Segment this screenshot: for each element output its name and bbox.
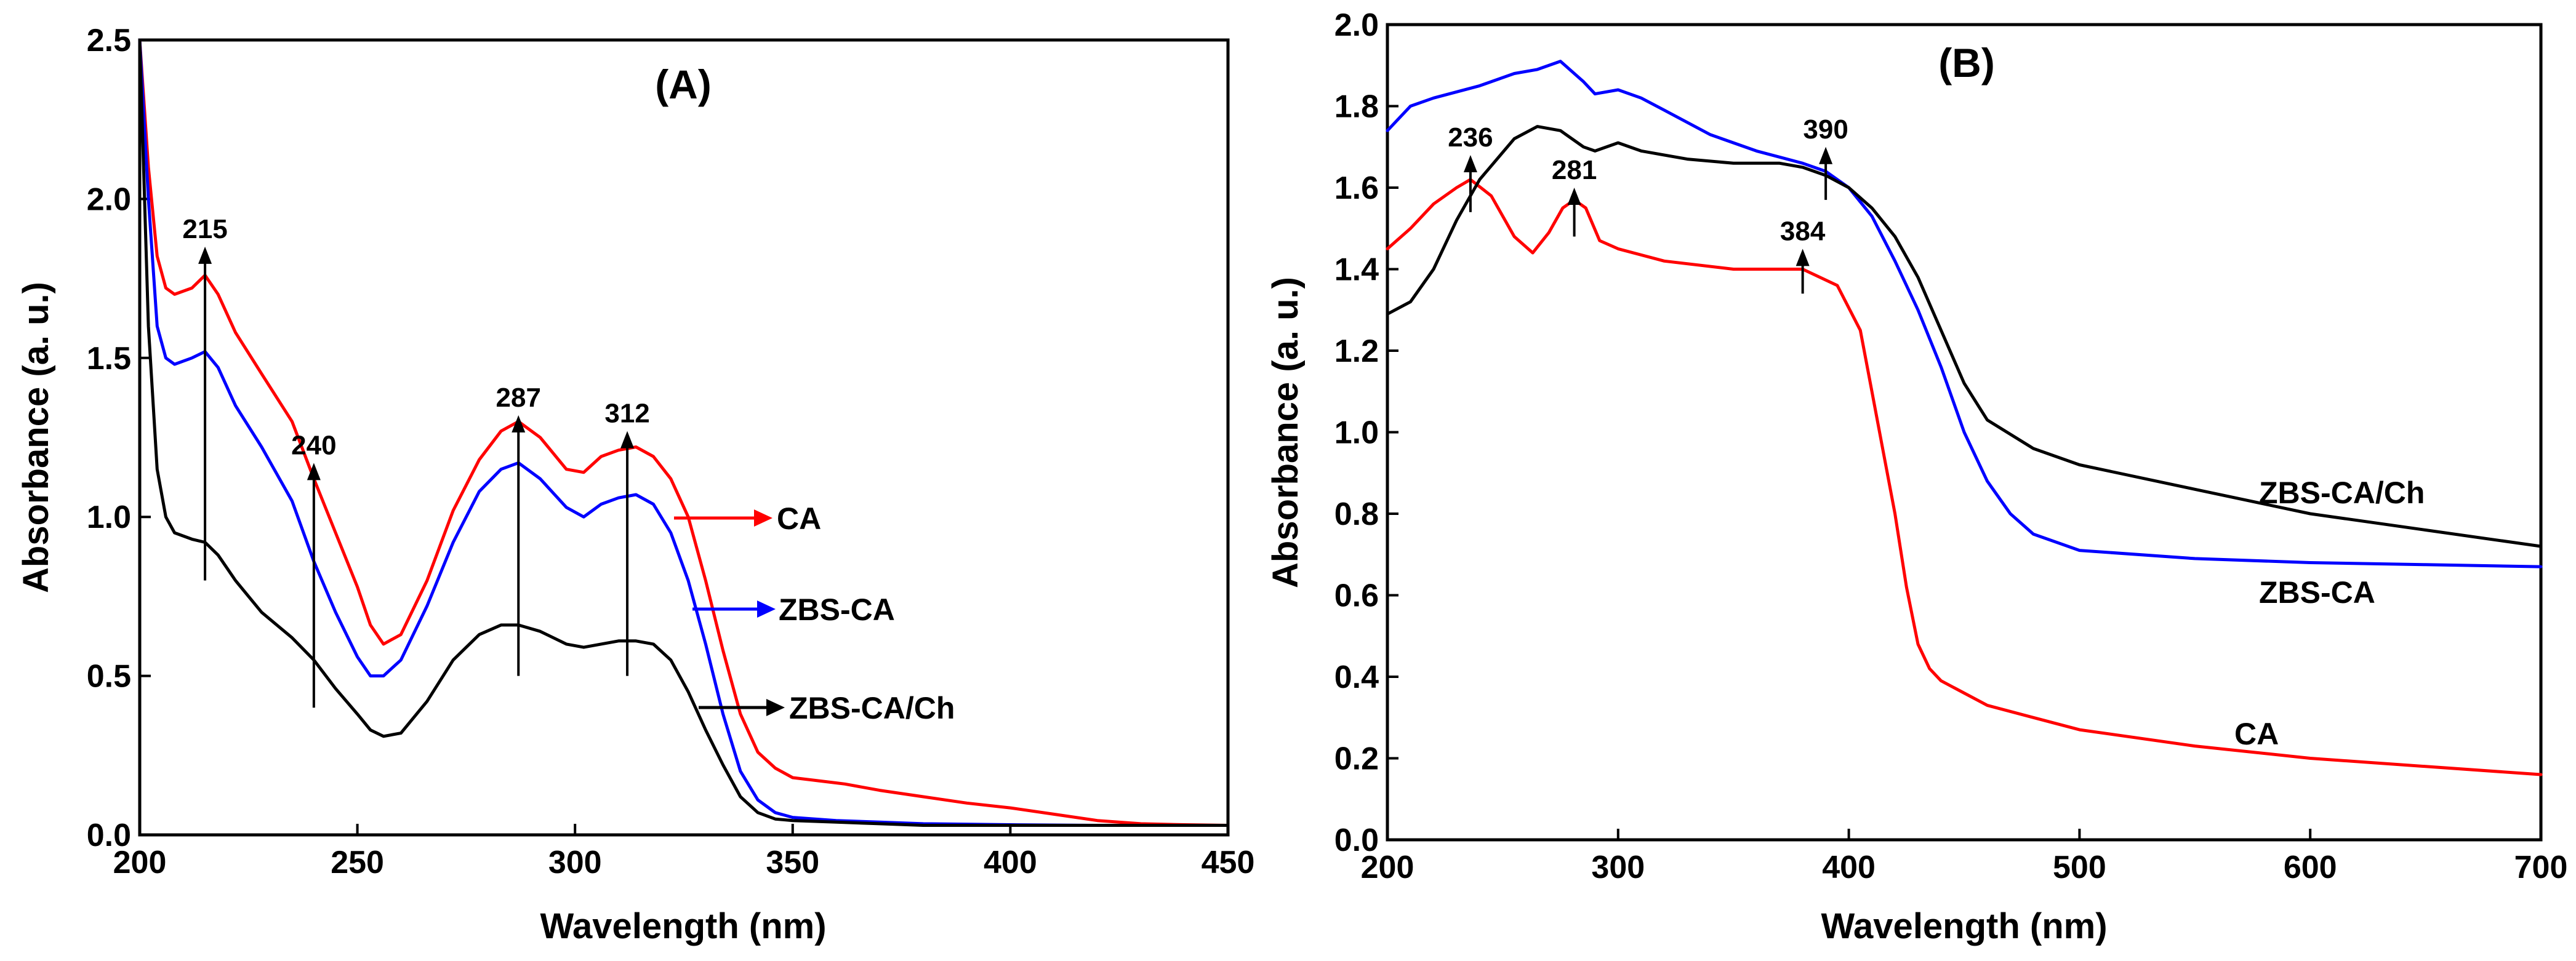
x-tick-label-b-200: 200 [1361, 850, 1414, 885]
y-tick-label-b-7: 1.4 [1334, 252, 1379, 288]
legend-label-zbs-ca-a: ZBS-CA [779, 592, 895, 627]
x-tick-label-a-350: 350 [766, 845, 819, 880]
annotation-arrowhead-b-281 [1567, 188, 1581, 205]
x-tick-label-a-450: 450 [1202, 845, 1255, 880]
series-line-b-ca [1386, 178, 2543, 776]
x-tick-label-b-400: 400 [1822, 850, 1876, 885]
annotations-b: 236 281 384 390 [1448, 114, 1848, 294]
y-tick-label-a-0: 0.0 [87, 818, 131, 853]
series-line-b-zbs-ca-ch [1386, 125, 2543, 548]
y-axis-label-a: Absorbance (a. u.) [16, 282, 56, 593]
annotation-label-b-384: 384 [1780, 216, 1826, 246]
legend-label-zbs-ca-ch-a: ZBS-CA/Ch [789, 691, 955, 725]
y-tick-label-b-9: 1.8 [1334, 89, 1379, 125]
annotation-label-a-287: 287 [496, 383, 541, 413]
title-a: (A) [655, 62, 712, 107]
y-tick-label-b-2: 0.4 [1334, 660, 1379, 695]
annotation-label-b-281: 281 [1552, 155, 1597, 185]
legend-label-ca-a: CA [777, 501, 821, 536]
y-tick-label-a-1: 0.5 [87, 659, 131, 695]
series-b [1386, 60, 2543, 776]
x-tick-label-b-300: 300 [1591, 850, 1645, 885]
annotation-arrowhead-a-215 [198, 246, 212, 264]
legend-a: CA ZBS-CA ZBS-CA/Ch [674, 501, 955, 725]
x-tick-label-b-500: 500 [2053, 850, 2106, 885]
annotation-arrowhead-a-240 [307, 463, 321, 480]
annotation-arrowhead-a-312 [620, 431, 635, 449]
y-tick-label-b-0: 0.0 [1334, 823, 1379, 858]
annotation-label-b-236: 236 [1448, 122, 1493, 153]
title-b: (B) [1938, 40, 1995, 86]
panel-a: (A) Wavelength (nm) Absorbance (a. u.) 2… [16, 23, 1254, 946]
legend-arrowhead-zbs-ca-a [757, 600, 776, 618]
y-tick-label-b-10: 2.0 [1334, 7, 1379, 43]
annotation-arrowhead-b-384 [1796, 249, 1810, 266]
panel-b: (B) Wavelength (nm) Absorbance (a. u.) 2… [1266, 7, 2567, 946]
annotation-arrowhead-a-287 [512, 415, 526, 433]
annotation-label-b-390: 390 [1803, 114, 1848, 145]
y-tick-label-b-5: 1.0 [1334, 415, 1379, 451]
y-tick-label-b-6: 1.2 [1334, 333, 1379, 369]
annotation-label-a-312: 312 [604, 399, 649, 429]
x-axis-label-b: Wavelength (nm) [1821, 906, 2107, 946]
y-tick-label-a-3: 1.5 [87, 341, 131, 377]
legend-label-zbs-ca-ch-b: ZBS-CA/Ch [2259, 476, 2425, 510]
legend-b: ZBS-CA/Ch ZBS-CA CA [2234, 476, 2425, 751]
x-tick-label-a-250: 250 [331, 845, 384, 880]
legend-arrowhead-ca-a [754, 509, 772, 527]
series-line-b-zbs-ca [1386, 60, 2543, 568]
legend-arrowhead-zbs-ca-ch-a [766, 699, 785, 716]
annotation-label-a-240: 240 [291, 430, 336, 460]
y-axis-label-b: Absorbance (a. u.) [1266, 277, 1306, 588]
annotation-arrowhead-b-236 [1463, 155, 1477, 172]
plot-frame-a [138, 38, 1230, 837]
legend-label-ca-b: CA [2234, 717, 2279, 751]
y-tick-label-a-2: 1.0 [87, 500, 131, 535]
y-tick-label-b-1: 0.2 [1334, 741, 1379, 777]
x-axis-label-a: Wavelength (nm) [540, 906, 826, 946]
x-tick-label-a-200: 200 [113, 845, 167, 880]
y-tick-label-a-4: 2.0 [87, 181, 131, 217]
y-tick-label-b-3: 0.6 [1334, 578, 1379, 614]
x-tick-label-b-600: 600 [2284, 850, 2337, 885]
series-line-a-ca [138, 38, 1230, 827]
x-tick-label-a-300: 300 [548, 845, 602, 880]
y-tick-label-a-5: 2.5 [87, 23, 131, 58]
legend-label-zbs-ca-b: ZBS-CA [2259, 575, 2375, 610]
ticks-a: 200 250 300 350 400 450 0.0 0.5 1.0 1.5 2.0 2.5 [87, 23, 1255, 880]
ticks-b: 200 300 400 500 600 700 0.0 0.2 0.4 0.6 0.8 1.0 1.2 1… [1334, 7, 2568, 885]
x-tick-label-b-700: 700 [2514, 850, 2568, 885]
annotation-label-a-215: 215 [182, 214, 227, 244]
annotation-arrowhead-b-390 [1819, 146, 1833, 164]
y-tick-label-b-4: 0.8 [1334, 496, 1379, 532]
y-tick-label-b-8: 1.6 [1334, 170, 1379, 206]
annotations-a: 215 240 287 312 [182, 214, 650, 708]
x-tick-label-a-400: 400 [984, 845, 1037, 880]
